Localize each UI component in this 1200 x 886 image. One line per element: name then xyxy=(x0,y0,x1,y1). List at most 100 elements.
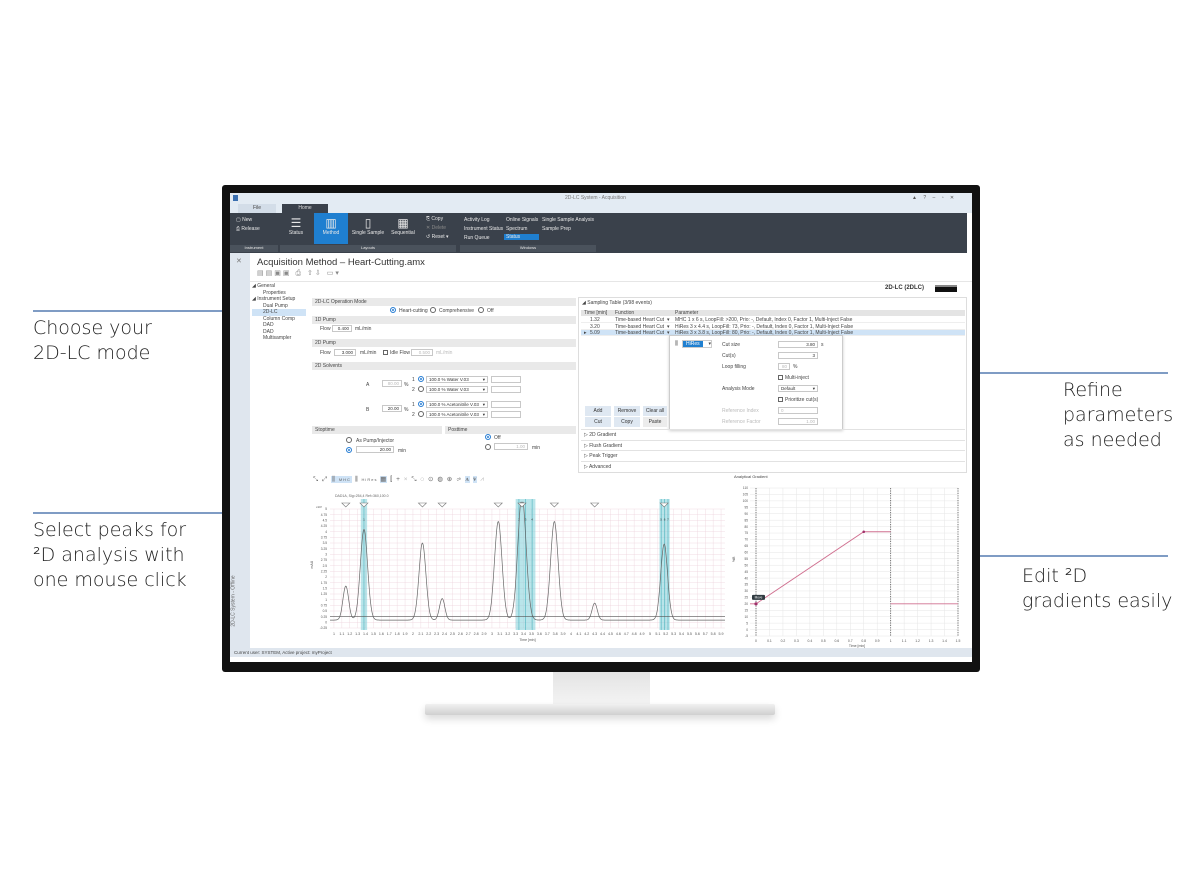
help-icon[interactable]: ? xyxy=(923,195,927,201)
multi-inject-checkbox[interactable] xyxy=(778,375,783,380)
status-layout-button[interactable]: ☰ Status xyxy=(282,216,310,236)
marker-icon[interactable]: ◌ xyxy=(420,476,426,483)
status-window-button[interactable]: Status xyxy=(504,234,539,240)
solvent-a-percent[interactable]: 80.00 xyxy=(382,380,402,387)
sequential-button[interactable]: ▦ Sequential xyxy=(388,216,418,236)
posttime-input[interactable]: 1.00 xyxy=(494,443,528,450)
auto-scale-icon[interactable]: ⤡ xyxy=(313,476,320,483)
cell-time[interactable]: 1.32 xyxy=(590,317,600,323)
maximize-button[interactable]: ▫ xyxy=(941,195,944,201)
cell-time[interactable]: 3.20 xyxy=(590,323,600,330)
fit-icon[interactable]: ⤡ xyxy=(411,476,418,483)
solvent-a1-note[interactable] xyxy=(491,376,521,383)
radio-stoptime-value[interactable] xyxy=(346,447,352,453)
radio-solvent-a2[interactable] xyxy=(418,386,424,392)
download-icon[interactable]: ⇩ xyxy=(314,270,323,277)
cell-function[interactable]: Time-based Heart Cut xyxy=(615,323,664,330)
spectrum-button[interactable]: Spectrum xyxy=(506,226,528,232)
instrument-status-button[interactable]: Instrument Status xyxy=(464,226,504,232)
solvent-b2-select[interactable]: 100.0 % Acetonitrile V.03 ▾ xyxy=(426,411,488,418)
chromatogram-chart[interactable]: DAD1A, Sig=254,4 Ref=360,100.0 -0.250 0.25… xyxy=(305,483,735,648)
new-icon[interactable]: ▤ xyxy=(257,270,266,277)
cell-parameter[interactable]: HiRes 3 x 3.8 s, LoopFill: 80, Prio: -, … xyxy=(675,330,854,336)
cut-mode-select[interactable]: HiRes ▾ xyxy=(682,340,712,348)
tree-item-2d-lc[interactable]: 2D-LC xyxy=(252,309,306,316)
column-header[interactable]: Function xyxy=(615,310,635,316)
upload-icon[interactable]: ⇧ xyxy=(307,270,315,277)
single-sample-button[interactable]: ▯ Single Sample xyxy=(350,216,386,236)
close-button[interactable]: ✕ xyxy=(949,195,955,201)
tab-file[interactable]: File xyxy=(238,204,276,213)
minimize-button[interactable]: – xyxy=(932,195,936,201)
tree-item-dad[interactable]: DAD xyxy=(263,328,274,335)
idle-flow-input[interactable]: 0.500 xyxy=(411,349,433,356)
solvent-b2-note[interactable] xyxy=(491,411,521,418)
column-header[interactable]: Time [min] xyxy=(584,310,608,316)
clear-all-button[interactable]: Clear all xyxy=(643,406,667,416)
method-layout-button[interactable]: ▥ Method xyxy=(314,213,348,244)
radio-posttime-value[interactable] xyxy=(485,444,491,450)
tree-item-dad[interactable]: DAD xyxy=(263,322,274,328)
cut-size-input[interactable]: 3.80 xyxy=(778,341,818,348)
tree-item-multisampler[interactable]: Multisampler xyxy=(263,335,292,341)
cell-time[interactable]: 5.09 xyxy=(590,330,600,336)
analysis-mode-select[interactable]: Default ▾ xyxy=(778,385,818,392)
copy-button[interactable]: ⎘ Copy xyxy=(426,216,444,222)
radio-solvent-b2[interactable] xyxy=(418,411,424,417)
tree-item-general[interactable]: ◢ General xyxy=(252,283,276,289)
idle-flow-checkbox[interactable] xyxy=(383,350,388,355)
zoom-icon[interactable]: ⊕ xyxy=(446,476,454,483)
remove-button[interactable]: Remove xyxy=(614,406,640,416)
solvent-b1-note[interactable] xyxy=(491,401,521,408)
sampling-table-header[interactable]: ◢ Sampling Table (3/98 events) xyxy=(582,300,652,306)
cell-parameter[interactable]: HiRes 3 x 4.4 s, LoopFill: 73, Prio: -, … xyxy=(675,323,854,330)
solvent-b1-select[interactable]: 100.0 % Acetonitrile V.03 ▾ xyxy=(426,401,488,408)
tree-item-column-comp[interactable]: Column Comp xyxy=(263,315,295,322)
activity-log-button[interactable]: Activity Log xyxy=(464,217,490,223)
cut-button[interactable]: Cut xyxy=(585,417,611,427)
cell-function[interactable]: Time-based Heart Cut xyxy=(615,330,664,336)
delete-button[interactable]: ✕ Delete xyxy=(426,225,447,231)
baseline-icon[interactable]: ⩛ xyxy=(472,476,478,483)
close-doc-icon[interactable]: ✕ xyxy=(236,258,242,265)
print-icon[interactable]: ⎙ xyxy=(295,270,304,277)
release-button[interactable]: ⎙ Release xyxy=(236,226,260,232)
cell-parameter[interactable]: MHC 1 x 6 s, LoopFill: >200, Prio: -, De… xyxy=(675,317,853,323)
cell-function[interactable]: Time-based Heart Cut xyxy=(615,317,664,323)
solvent-a2-select[interactable]: 100.0 % Water V.03 ▾ xyxy=(426,386,488,393)
solvent-b-percent[interactable]: 20.00 xyxy=(382,405,402,412)
1d-flow-input[interactable]: 0.400 xyxy=(332,325,352,332)
peaks-icon[interactable]: ⩚ xyxy=(465,476,470,483)
help-up-icon[interactable]: ▲ xyxy=(912,195,917,201)
single-sample-analysis-button[interactable]: Single Sample Analysis xyxy=(542,217,594,223)
prioritize-checkbox[interactable] xyxy=(778,397,783,402)
expand-icon[interactable]: ▾ xyxy=(667,330,670,336)
loop-filling-input[interactable]: 80 xyxy=(778,363,790,370)
gradient-chart[interactable]: Analytical Gradient-50510152025303540455… xyxy=(732,473,967,648)
stoptime-input[interactable]: 20.00 xyxy=(356,446,394,453)
add-icon[interactable]: + xyxy=(396,476,401,483)
radio-posttime-off[interactable] xyxy=(485,434,491,440)
radio-comprehensive[interactable] xyxy=(430,307,436,313)
online-signals-button[interactable]: Online Signals xyxy=(506,217,539,223)
open-icon[interactable]: ▤ xyxy=(265,270,275,277)
column-header[interactable]: Parameter xyxy=(675,310,699,316)
copy-button[interactable]: Copy xyxy=(614,417,640,427)
tree-item-dual-pump[interactable]: Dual Pump xyxy=(263,302,288,309)
radio-heart-cutting[interactable] xyxy=(390,307,396,313)
reference-factor-input[interactable]: 1.00 xyxy=(778,418,818,425)
options-icon[interactable]: ▭▾ xyxy=(326,270,341,277)
section-peak-trigger[interactable]: ▷ Peak Trigger xyxy=(581,450,965,460)
section-advanced[interactable]: ▷ Advanced xyxy=(581,460,965,471)
radio-as-pump[interactable] xyxy=(346,437,352,443)
radio-solvent-a1[interactable] xyxy=(418,376,424,382)
expand-icon[interactable]: ▾ xyxy=(667,317,670,323)
mhc-button[interactable]: ⫼ MHC xyxy=(331,476,352,483)
sample-prep-button[interactable]: Sample Prep xyxy=(542,226,571,232)
section-flush-gradient[interactable]: ▷ Flush Gradient xyxy=(581,439,965,450)
scale-icon[interactable]: ⤢ xyxy=(322,476,329,483)
add-button[interactable]: Add xyxy=(585,406,611,416)
remove-icon[interactable]: × xyxy=(403,476,409,483)
snapshot-icon[interactable]: ◍ xyxy=(437,476,444,483)
cuts-input[interactable]: 3 xyxy=(778,352,818,359)
